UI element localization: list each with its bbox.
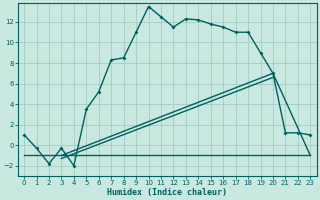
X-axis label: Humidex (Indice chaleur): Humidex (Indice chaleur) xyxy=(107,188,227,197)
